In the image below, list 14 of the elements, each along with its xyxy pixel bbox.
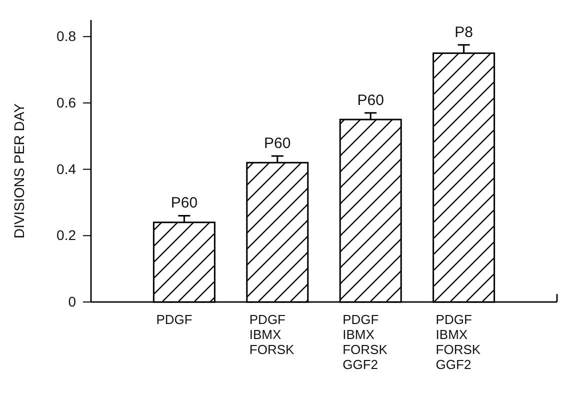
x-tick-label: PDGF	[156, 312, 192, 327]
y-axis-title: DIVISIONS PER DAY	[11, 102, 27, 239]
y-tick-label: 0.6	[56, 94, 76, 110]
y-tick-label: 0	[68, 293, 76, 310]
annotation: P60	[170, 194, 198, 212]
annotation: P8	[454, 24, 473, 41]
x-tick-label: PDGF IBMX FORSK GGF2	[342, 312, 388, 372]
y-tick-label: 0.4	[56, 160, 76, 177]
annotation: P60	[357, 92, 384, 109]
y-tick-label: 0.2	[56, 227, 76, 244]
y-tick-label: 0.8	[56, 28, 76, 44]
annotation: P60	[264, 135, 291, 152]
x-tick-label: PDGF IBMX FORSK GGF2	[436, 312, 481, 372]
x-tick-label: PDGF IBMX FORSK	[249, 312, 295, 357]
